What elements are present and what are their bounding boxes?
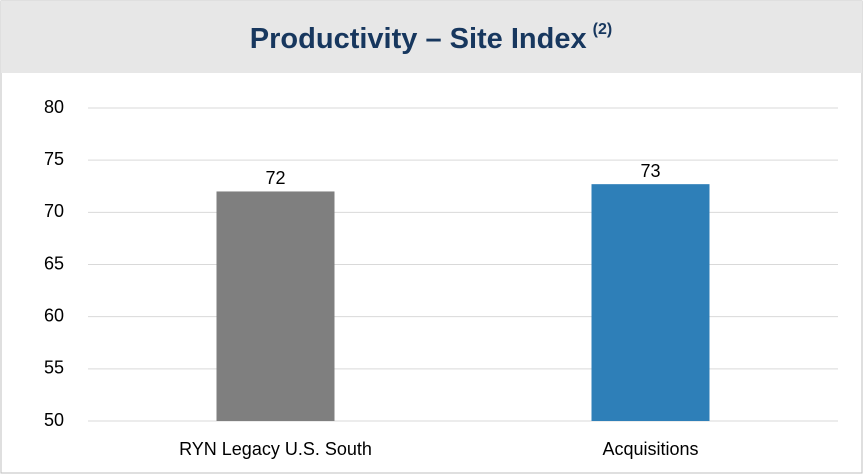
y-tick-label: 55 (44, 358, 64, 378)
y-tick-label: 80 (44, 97, 64, 117)
y-tick-label: 50 (44, 410, 64, 430)
data-label: 73 (640, 161, 660, 181)
y-tick-label: 70 (44, 201, 64, 221)
title-note: (2) (593, 21, 613, 38)
title-band (1, 1, 862, 73)
title-text: Productivity – Site Index (250, 23, 587, 55)
bar (591, 184, 710, 421)
y-tick-label: 60 (44, 305, 64, 325)
x-tick-label: Acquisitions (602, 439, 698, 459)
x-tick-label: RYN Legacy U.S. South (179, 439, 372, 459)
y-tick-label: 75 (44, 149, 64, 169)
data-label: 72 (265, 168, 285, 188)
y-tick-label: 65 (44, 253, 64, 273)
bar (216, 191, 335, 421)
chart-title: Productivity – Site Index (2) (250, 21, 612, 54)
